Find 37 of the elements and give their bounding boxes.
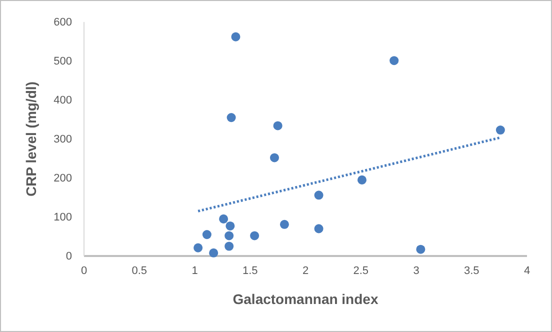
- point: [270, 153, 280, 162]
- point: [280, 220, 289, 229]
- point: [250, 231, 260, 240]
- point: [314, 190, 324, 200]
- point: [209, 248, 218, 258]
- x-tick-label: 2: [302, 264, 309, 277]
- y-tick-label: 400: [54, 94, 72, 107]
- point: [416, 244, 426, 254]
- x-tick-label: 0.5: [132, 264, 148, 277]
- y-axis-title: CRP level (mg/dl): [23, 82, 39, 196]
- point: [219, 214, 228, 224]
- point: [226, 221, 235, 230]
- x-tick-label: 2.5: [353, 264, 369, 277]
- x-tick-label: 3.5: [464, 264, 480, 277]
- point: [496, 126, 505, 135]
- point: [357, 175, 366, 184]
- y-tick-label: 0: [66, 250, 72, 263]
- x-axis-title: Galactomannan index: [232, 291, 378, 307]
- point: [273, 121, 282, 130]
- y-tick-label: 500: [54, 56, 72, 68]
- point: [194, 243, 203, 252]
- point: [314, 224, 324, 234]
- x-tick-label: 4: [524, 264, 530, 277]
- y-tick-label: 300: [54, 134, 72, 146]
- x-tick-label: 0: [80, 264, 88, 277]
- y-tick-label: 600: [54, 16, 72, 29]
- point: [202, 230, 212, 240]
- y-tick-label: 200: [54, 172, 72, 185]
- y-tick-label: 100: [54, 212, 72, 224]
- point: [224, 231, 234, 240]
- point: [231, 32, 240, 42]
- x-tick-label: 1: [192, 264, 198, 277]
- point: [226, 113, 236, 122]
- x-tick-label: 1.5: [242, 264, 258, 277]
- point: [390, 56, 399, 66]
- point: [224, 242, 234, 251]
- x-tick-label: 3: [413, 264, 420, 277]
